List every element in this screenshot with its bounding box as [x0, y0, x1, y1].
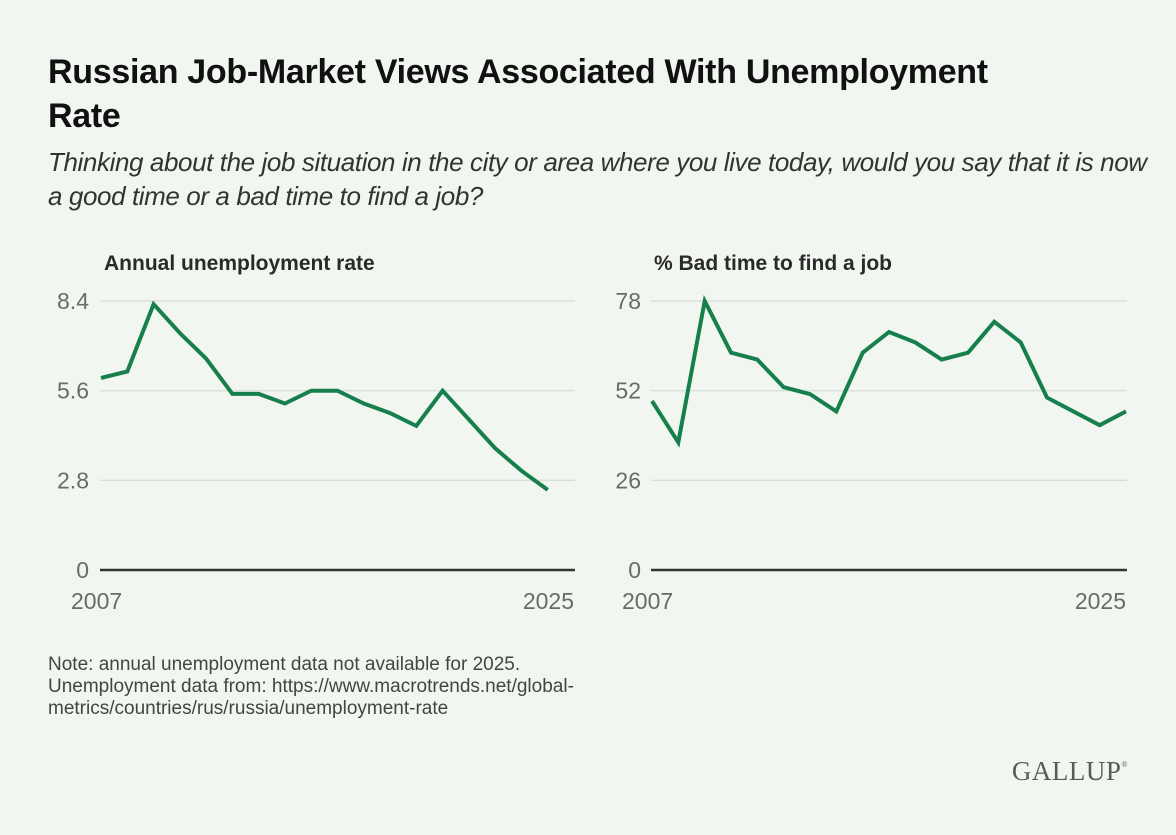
left-data-point-2013	[257, 392, 261, 396]
right-y-tick-label: 0	[628, 557, 641, 583]
right-data-point-2012	[782, 385, 786, 389]
chart-title: Russian Job-Market Views Associated With…	[48, 53, 988, 135]
left-data-point-2018	[388, 411, 392, 415]
footnote-line-1: Note: annual unemployment data not avail…	[48, 654, 521, 675]
right-data-point-2025	[1124, 409, 1128, 413]
right-y-tick-label: 26	[615, 467, 641, 493]
left-y-tick-label: 0	[76, 557, 89, 583]
right-panel-title: % Bad time to find a job	[654, 252, 893, 275]
left-data-point-2024	[546, 488, 550, 492]
right-y-tick-label: 78	[615, 288, 641, 314]
left-data-point-2017	[362, 401, 366, 405]
right-data-point-2014	[834, 409, 838, 413]
left-x-tick-label-start: 2007	[71, 588, 122, 614]
left-data-point-2011	[204, 357, 208, 361]
left-data-point-2020	[441, 389, 445, 393]
left-data-point-2023	[519, 469, 523, 473]
gallup-logo-text: GALLUP	[1011, 756, 1122, 786]
right-data-point-2016	[887, 330, 891, 334]
left-x-tick-label-end: 2025	[523, 588, 574, 614]
chart-subtitle: Thinking about the job situation in the …	[48, 147, 1147, 211]
right-data-point-2020	[992, 320, 996, 324]
left-data-point-2010	[178, 331, 182, 335]
right-data-point-2018	[940, 358, 944, 362]
registered-mark: ®	[1121, 760, 1128, 769]
footnote-line-2: Unemployment data from: https://www.macr…	[48, 676, 574, 719]
right-data-point-2011	[755, 358, 759, 362]
right-data-point-2022	[1045, 396, 1049, 400]
right-data-point-2017	[913, 340, 917, 344]
right-data-point-2021	[1019, 340, 1023, 344]
right-x-tick-label-end: 2025	[1075, 588, 1126, 614]
left-data-point-2021	[467, 417, 471, 421]
right-data-point-2010	[729, 351, 733, 355]
right-data-point-2023	[1071, 409, 1075, 413]
right-y-tick-label: 52	[615, 378, 641, 404]
left-data-point-2009	[152, 302, 156, 306]
right-series-line	[650, 294, 1127, 448]
left-series-line	[100, 300, 549, 492]
footnote: Note: annual unemployment data not avail…	[48, 654, 768, 720]
right-data-point-2024	[1098, 423, 1102, 427]
right-data-point-2015	[861, 351, 865, 355]
left-panel-title: Annual unemployment rate	[104, 252, 375, 275]
left-data-point-2007	[99, 376, 103, 380]
right-data-point-2013	[808, 392, 812, 396]
gallup-logo: GALLUP®	[1012, 756, 1128, 787]
right-data-point-2009	[703, 299, 707, 303]
right-data-point-2008	[676, 440, 680, 444]
left-data-point-2016	[336, 389, 340, 393]
left-y-tick-label: 8.4	[57, 288, 89, 314]
left-data-point-2022	[493, 446, 497, 450]
left-data-point-2015	[309, 389, 313, 393]
left-y-tick-label: 5.6	[57, 378, 89, 404]
right-data-point-2019	[966, 351, 970, 355]
left-data-point-2008	[125, 369, 129, 373]
left-data-point-2012	[230, 392, 234, 396]
left-y-tick-label: 2.8	[57, 467, 89, 493]
right-data-point-2007	[650, 399, 654, 403]
left-data-point-2014	[283, 401, 287, 405]
right-x-tick-label-start: 2007	[622, 588, 673, 614]
left-data-point-2019	[414, 424, 418, 428]
